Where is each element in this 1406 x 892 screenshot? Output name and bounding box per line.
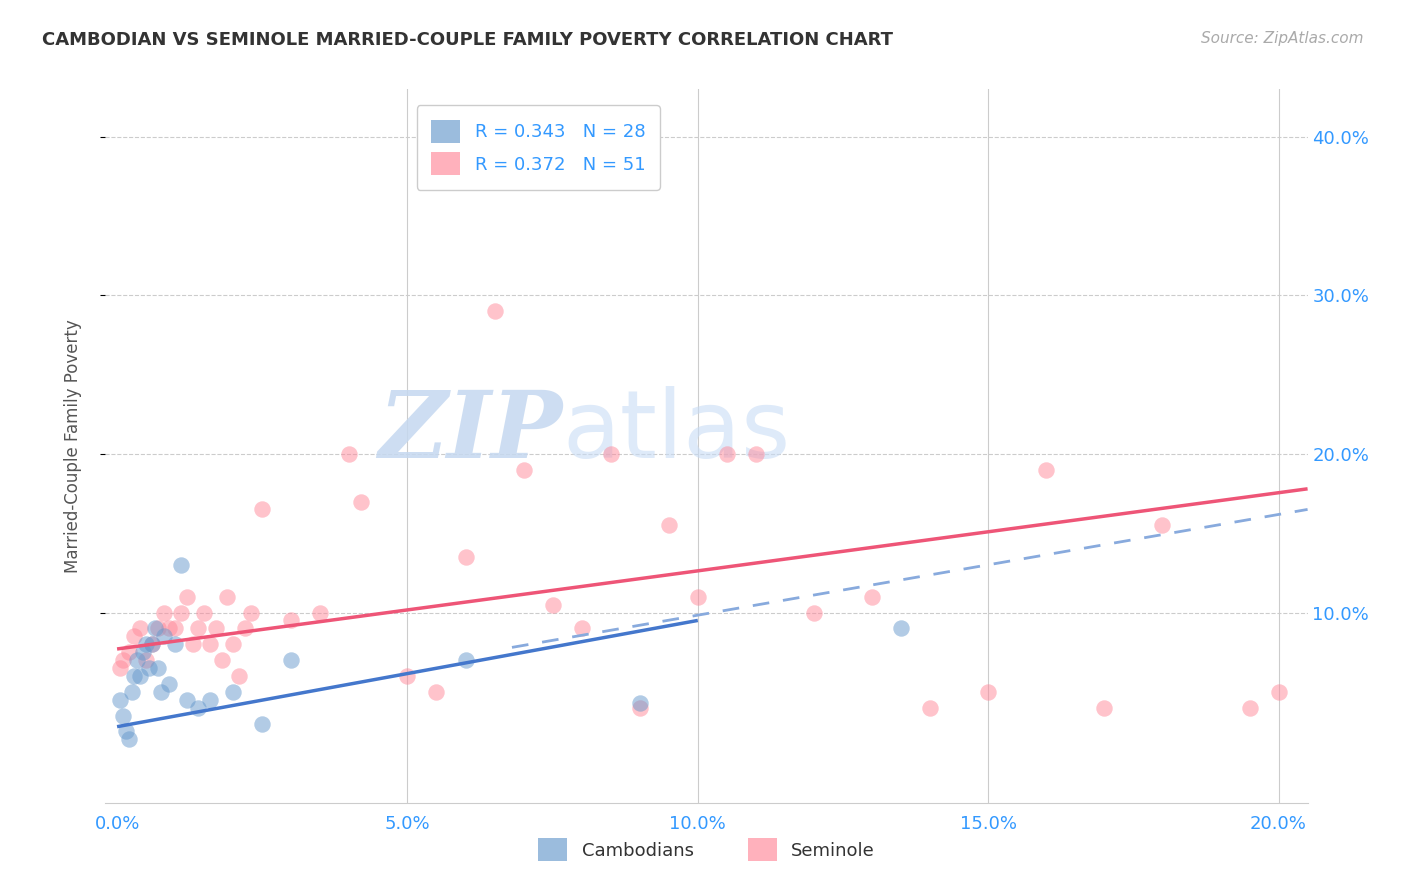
- Point: [454, 549, 477, 564]
- Point: [187, 621, 209, 635]
- Point: [252, 502, 274, 516]
- Point: [135, 637, 157, 651]
- Point: [280, 653, 302, 667]
- Point: [860, 590, 883, 604]
- Point: [204, 621, 226, 635]
- Point: [127, 653, 149, 667]
- Point: [170, 606, 193, 620]
- Point: [233, 621, 256, 635]
- Point: [599, 447, 621, 461]
- Point: [118, 732, 141, 747]
- Point: [118, 645, 141, 659]
- Point: [152, 629, 174, 643]
- Point: [211, 653, 233, 667]
- Point: [252, 716, 274, 731]
- Point: [146, 661, 169, 675]
- Point: [350, 494, 373, 508]
- Point: [425, 685, 447, 699]
- Point: [658, 518, 681, 533]
- Point: [146, 621, 169, 635]
- Point: [337, 447, 360, 461]
- Point: [484, 304, 506, 318]
- Point: [129, 669, 152, 683]
- Point: [541, 598, 564, 612]
- Y-axis label: Married-Couple Family Poverty: Married-Couple Family Poverty: [63, 319, 82, 573]
- Point: [512, 463, 534, 477]
- Point: [141, 637, 163, 651]
- Point: [129, 621, 152, 635]
- Point: [309, 606, 332, 620]
- Point: [280, 614, 302, 628]
- Point: [1239, 700, 1261, 714]
- Point: [628, 696, 651, 710]
- Point: [222, 685, 245, 699]
- Point: [193, 606, 215, 620]
- Point: [228, 669, 250, 683]
- Point: [121, 685, 143, 699]
- Point: [108, 692, 131, 706]
- Point: [890, 621, 912, 635]
- Point: [176, 692, 198, 706]
- Point: [141, 637, 163, 651]
- Point: [111, 653, 134, 667]
- Point: [152, 606, 174, 620]
- Text: Source: ZipAtlas.com: Source: ZipAtlas.com: [1201, 31, 1364, 46]
- Point: [222, 637, 245, 651]
- Point: [977, 685, 1000, 699]
- Point: [138, 661, 160, 675]
- Point: [143, 621, 166, 635]
- Text: ZIP: ZIP: [378, 387, 562, 476]
- Point: [454, 653, 477, 667]
- Point: [135, 653, 157, 667]
- Legend: Cambodians, Seminole: Cambodians, Seminole: [531, 831, 882, 869]
- Point: [571, 621, 593, 635]
- Point: [157, 621, 180, 635]
- Point: [108, 661, 131, 675]
- Text: atlas: atlas: [562, 385, 790, 478]
- Point: [1267, 685, 1289, 699]
- Point: [628, 700, 651, 714]
- Point: [239, 606, 262, 620]
- Point: [716, 447, 738, 461]
- Point: [198, 692, 221, 706]
- Point: [176, 590, 198, 604]
- Point: [1092, 700, 1115, 714]
- Text: CAMBODIAN VS SEMINOLE MARRIED-COUPLE FAMILY POVERTY CORRELATION CHART: CAMBODIAN VS SEMINOLE MARRIED-COUPLE FAM…: [42, 31, 893, 49]
- Point: [803, 606, 825, 620]
- Point: [124, 629, 146, 643]
- Point: [745, 447, 768, 461]
- Point: [165, 637, 187, 651]
- Point: [181, 637, 204, 651]
- Point: [170, 558, 193, 572]
- Point: [920, 700, 942, 714]
- Point: [149, 685, 172, 699]
- Point: [157, 677, 180, 691]
- Point: [165, 621, 187, 635]
- Point: [1152, 518, 1174, 533]
- Point: [198, 637, 221, 651]
- Point: [1035, 463, 1057, 477]
- Point: [217, 590, 239, 604]
- Point: [187, 700, 209, 714]
- Point: [111, 708, 134, 723]
- Point: [396, 669, 419, 683]
- Point: [114, 724, 136, 739]
- Point: [686, 590, 709, 604]
- Point: [132, 645, 155, 659]
- Point: [124, 669, 146, 683]
